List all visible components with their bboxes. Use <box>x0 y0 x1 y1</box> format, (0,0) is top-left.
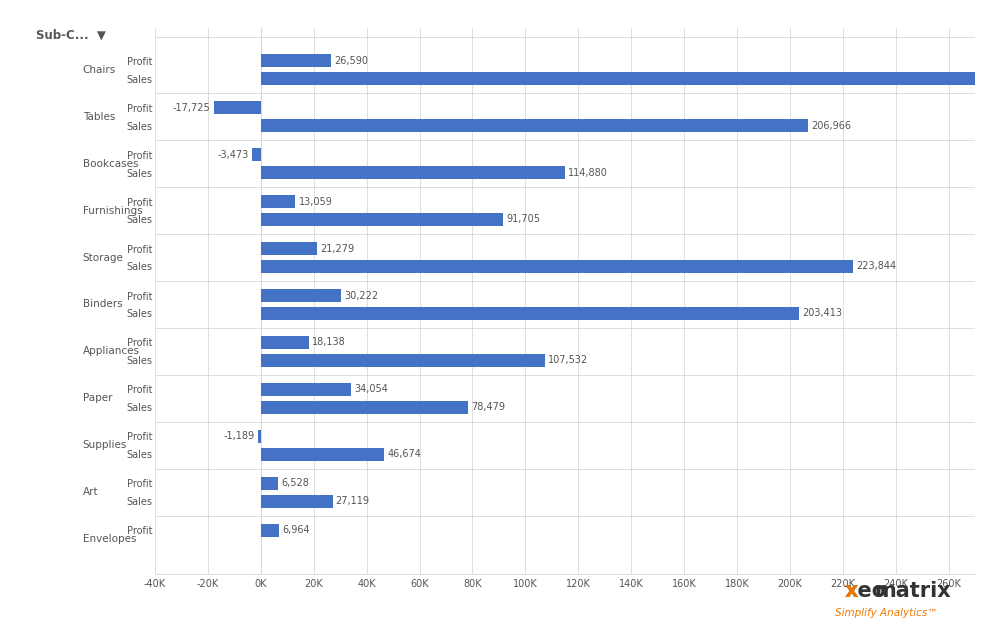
Text: Chairs: Chairs <box>83 65 116 75</box>
Bar <box>261 72 1000 85</box>
Bar <box>252 148 261 161</box>
Text: Bookcases: Bookcases <box>83 158 138 169</box>
Text: 13,059: 13,059 <box>299 197 332 207</box>
Text: Appliances: Appliances <box>83 347 140 356</box>
Bar <box>261 336 309 349</box>
Bar <box>258 430 261 443</box>
Text: Paper: Paper <box>83 393 112 404</box>
Bar <box>261 289 341 302</box>
Text: 114,880: 114,880 <box>568 168 608 178</box>
Text: Art: Art <box>83 487 98 497</box>
Bar <box>261 448 384 461</box>
Text: Envelopes: Envelopes <box>83 534 136 544</box>
Text: -17,725: -17,725 <box>173 102 211 113</box>
Bar <box>261 383 351 396</box>
Text: Sub-C...  ▼: Sub-C... ▼ <box>36 28 105 41</box>
Text: 30,222: 30,222 <box>344 291 378 301</box>
Text: Tables: Tables <box>83 112 115 122</box>
Text: 91,705: 91,705 <box>507 214 541 225</box>
Bar <box>261 195 295 208</box>
Bar <box>261 213 503 226</box>
Text: matrix: matrix <box>874 581 951 601</box>
Text: 203,413: 203,413 <box>802 309 842 319</box>
Text: 6,964: 6,964 <box>282 525 310 535</box>
Text: 223,844: 223,844 <box>856 261 896 271</box>
Bar <box>261 54 331 68</box>
Text: -3,473: -3,473 <box>217 150 248 160</box>
Text: 78,479: 78,479 <box>472 402 506 412</box>
Text: 206,966: 206,966 <box>811 120 851 130</box>
Text: 27,119: 27,119 <box>336 496 370 506</box>
Bar <box>261 477 278 490</box>
Text: Supplies: Supplies <box>83 440 127 450</box>
Text: x: x <box>845 581 858 601</box>
Text: xeo: xeo <box>845 581 887 601</box>
Text: Simplify Analytics™: Simplify Analytics™ <box>835 608 938 618</box>
Text: 18,138: 18,138 <box>312 337 346 348</box>
Text: 107,532: 107,532 <box>548 355 589 365</box>
Bar <box>261 354 545 367</box>
Text: 26,590: 26,590 <box>334 56 368 66</box>
Text: 21,279: 21,279 <box>320 243 354 253</box>
Text: 46,674: 46,674 <box>387 449 421 460</box>
Bar <box>261 494 333 508</box>
Text: 6,528: 6,528 <box>281 478 309 488</box>
Text: Storage: Storage <box>83 253 124 263</box>
Bar <box>261 260 853 273</box>
Text: Furnishings: Furnishings <box>83 206 142 215</box>
Text: Binders: Binders <box>83 299 122 309</box>
Bar <box>261 307 799 320</box>
Bar <box>214 101 261 114</box>
Text: 34,054: 34,054 <box>354 384 388 394</box>
Bar <box>261 166 565 179</box>
Text: -1,189: -1,189 <box>223 432 254 442</box>
Bar <box>261 119 808 132</box>
Bar <box>261 401 468 414</box>
Bar <box>261 242 317 255</box>
Bar <box>261 524 279 537</box>
